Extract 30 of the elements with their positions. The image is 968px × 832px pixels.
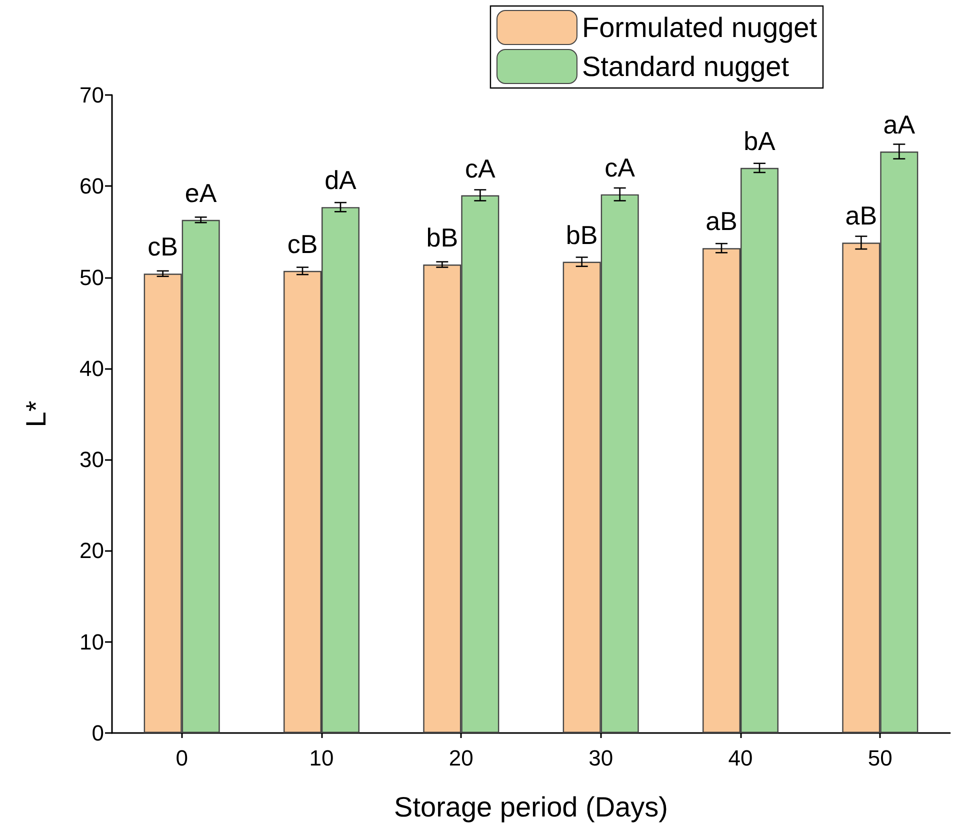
y-tick-label: 30 (80, 447, 104, 472)
y-tick-label: 70 (80, 82, 104, 108)
y-axis-title: L* (20, 400, 52, 428)
data-label: cB (287, 228, 318, 259)
x-axis-title: Storage period (Days) (394, 792, 668, 822)
data-label: bB (566, 220, 598, 250)
x-tick-label: 20 (448, 746, 474, 770)
data-label: cB (148, 232, 178, 262)
x-tick-label: 0 (176, 746, 188, 770)
data-label: aB (706, 206, 738, 236)
y-tick-label: 40 (80, 356, 104, 381)
data-label: bA (744, 126, 776, 156)
legend-label: Formulated nugget (582, 12, 818, 43)
y-tick-label: 10 (80, 629, 104, 654)
data-label: aA (883, 110, 916, 140)
data-label: bB (426, 222, 458, 253)
y-tick-label: 50 (80, 264, 104, 290)
y-tick-label: 20 (80, 538, 104, 564)
x-tick-label: 10 (309, 746, 334, 770)
data-label: eA (184, 178, 218, 208)
x-tick-label: 30 (588, 746, 614, 770)
data-label: cA (604, 152, 636, 182)
data-label: aB (845, 200, 878, 231)
data-label: dA (324, 165, 358, 196)
data-label: cA (464, 153, 496, 184)
legend-label: Standard nugget (582, 51, 790, 82)
y-tick-label: 0 (92, 720, 104, 746)
x-tick-label: 40 (728, 746, 753, 770)
x-tick-label: 50 (868, 746, 892, 770)
y-tick-label: 60 (80, 174, 104, 199)
